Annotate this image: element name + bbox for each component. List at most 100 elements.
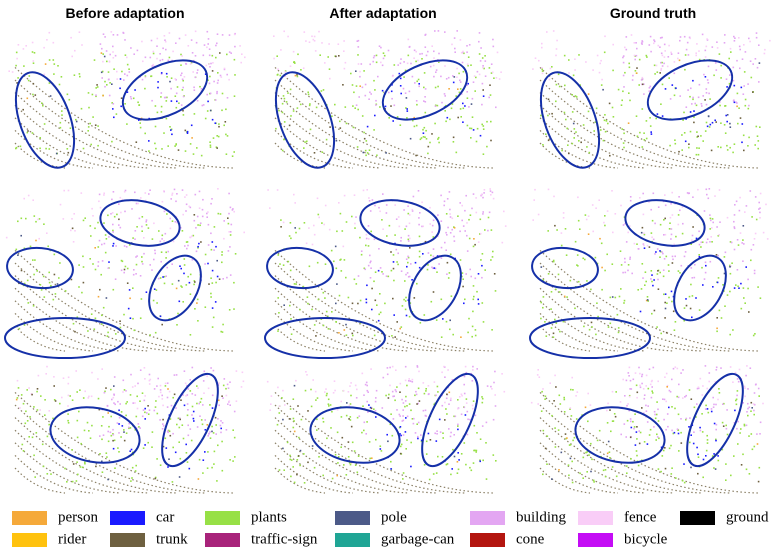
point <box>583 326 585 328</box>
point <box>332 478 334 480</box>
point <box>429 142 431 144</box>
point <box>141 230 143 232</box>
point <box>556 84 558 86</box>
point <box>655 439 657 441</box>
point <box>751 407 753 409</box>
point <box>349 405 351 407</box>
point <box>489 212 491 214</box>
point <box>369 64 371 66</box>
point <box>736 404 738 406</box>
point <box>639 373 641 375</box>
point <box>400 124 402 126</box>
point <box>597 55 599 57</box>
point <box>195 31 197 33</box>
point <box>53 42 55 44</box>
point <box>216 91 218 93</box>
point <box>204 419 206 421</box>
point <box>467 83 469 85</box>
point <box>664 56 666 58</box>
point <box>329 78 331 80</box>
point <box>84 462 86 464</box>
point <box>343 390 345 392</box>
point <box>670 203 672 205</box>
point <box>209 76 211 78</box>
point <box>71 279 73 281</box>
point <box>450 400 452 402</box>
point <box>419 212 421 214</box>
point <box>197 224 199 226</box>
point <box>61 397 63 399</box>
point <box>730 475 732 477</box>
point <box>233 151 235 153</box>
point <box>697 189 699 191</box>
point <box>642 84 644 86</box>
point <box>81 292 83 294</box>
point <box>294 482 296 484</box>
point <box>687 89 689 91</box>
point <box>424 136 426 138</box>
point <box>713 406 715 408</box>
point <box>708 66 710 68</box>
point <box>586 146 588 148</box>
point <box>204 451 206 453</box>
point <box>109 61 111 63</box>
point <box>398 216 400 218</box>
point <box>483 321 485 323</box>
point <box>446 394 448 396</box>
point <box>731 262 733 264</box>
point <box>359 76 361 78</box>
point <box>660 333 662 335</box>
point <box>314 152 316 154</box>
point <box>409 223 411 225</box>
point <box>83 282 85 284</box>
point <box>754 238 756 240</box>
point <box>88 126 90 128</box>
point <box>665 429 667 431</box>
legend-swatch <box>205 533 240 547</box>
point <box>90 437 92 439</box>
point <box>744 425 746 427</box>
point <box>734 226 736 228</box>
point <box>346 221 348 223</box>
point <box>203 104 205 106</box>
point <box>344 68 346 70</box>
point <box>396 261 398 263</box>
point <box>754 446 756 448</box>
point <box>431 301 433 303</box>
point <box>742 123 744 125</box>
point <box>482 213 484 215</box>
point <box>684 132 686 134</box>
point <box>612 296 614 298</box>
point <box>386 275 388 277</box>
point <box>230 234 232 236</box>
point <box>401 270 403 272</box>
point <box>419 53 421 55</box>
point <box>104 392 106 394</box>
point <box>32 199 34 201</box>
point <box>407 63 409 65</box>
point <box>210 277 212 279</box>
point <box>358 63 360 65</box>
point-cloud-panel <box>264 30 501 175</box>
point <box>756 37 758 39</box>
point <box>289 459 291 461</box>
point <box>753 410 755 412</box>
ground-ring <box>540 455 618 493</box>
point <box>55 400 57 402</box>
point <box>56 153 58 155</box>
point <box>465 273 467 275</box>
point <box>88 92 90 94</box>
point <box>475 335 477 337</box>
point <box>209 431 211 433</box>
point <box>218 213 220 215</box>
point <box>144 378 146 380</box>
point <box>493 382 495 384</box>
point <box>737 378 739 380</box>
point <box>706 46 708 48</box>
point <box>451 108 453 110</box>
point <box>356 283 358 285</box>
point <box>419 251 421 253</box>
point <box>205 306 207 308</box>
point <box>403 61 405 63</box>
point <box>146 291 148 293</box>
